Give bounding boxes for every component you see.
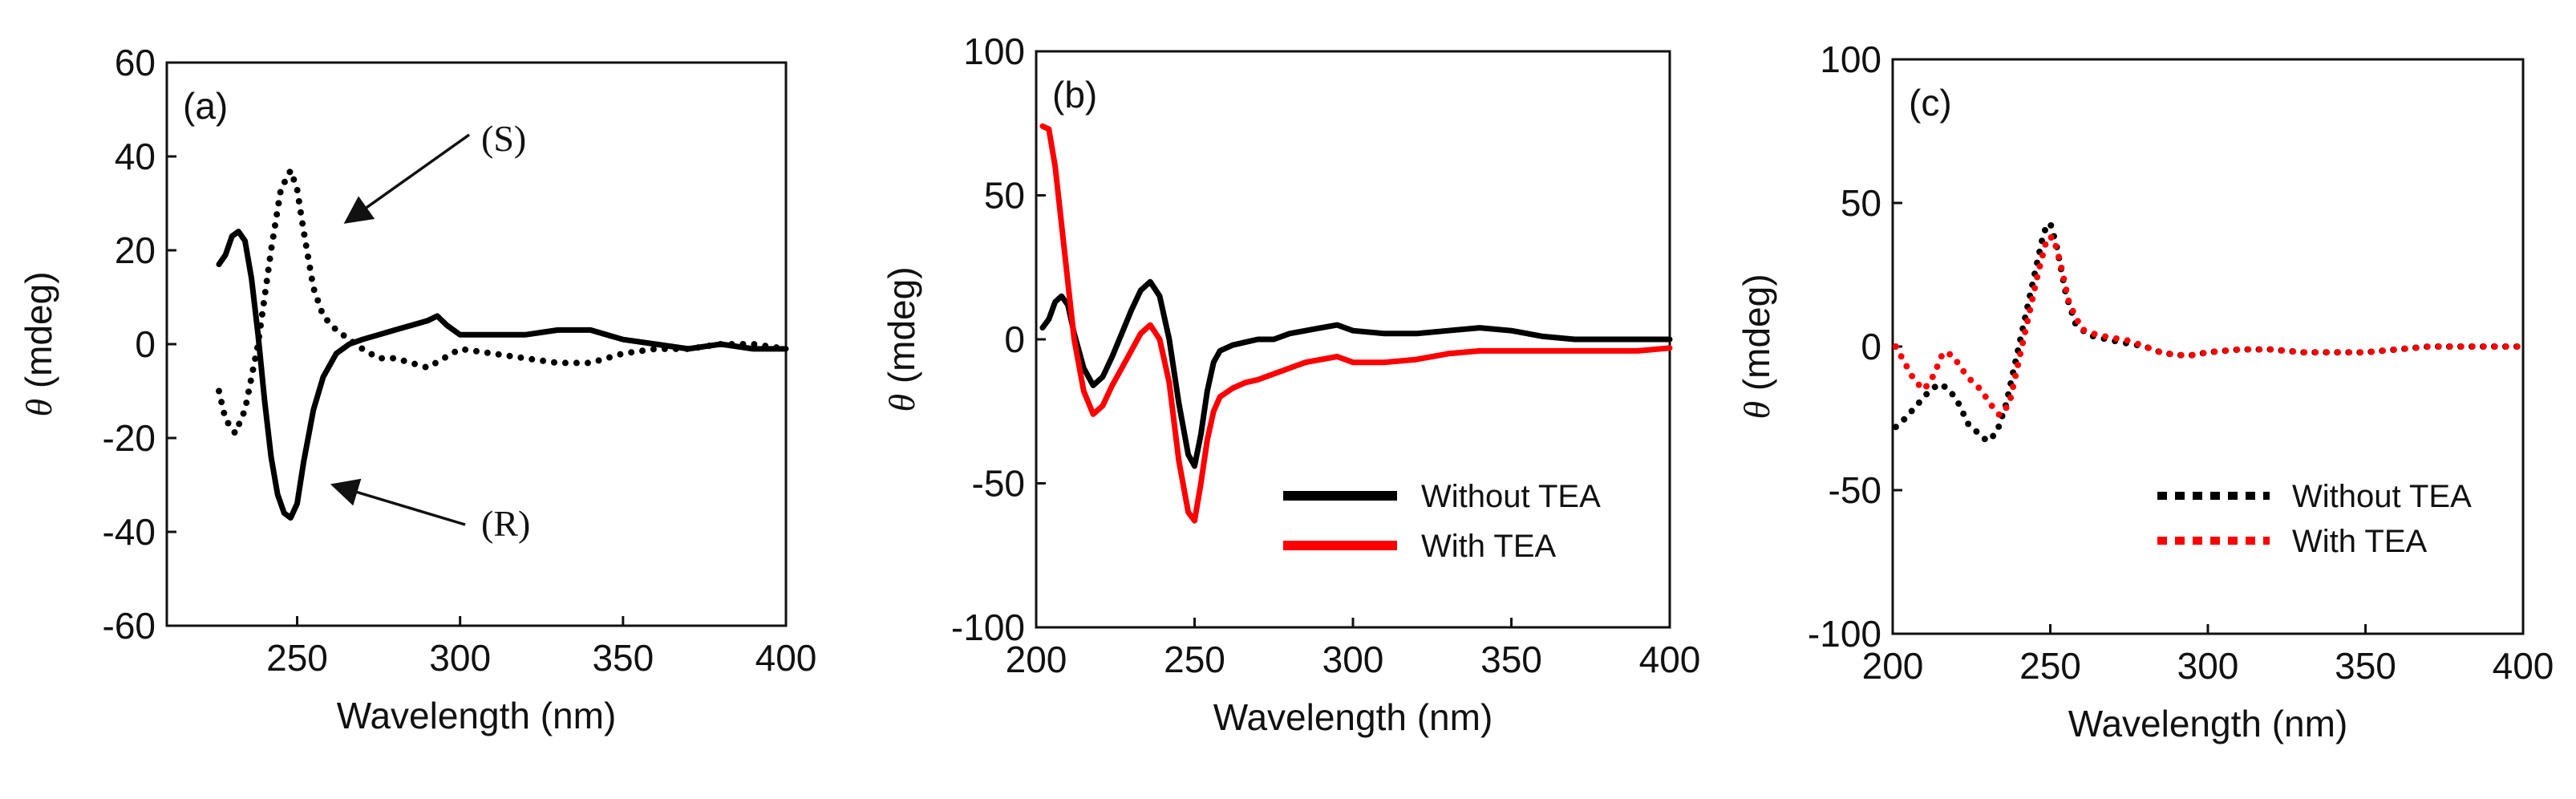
legend-label: Without TEA	[2292, 479, 2472, 514]
y-tick-label: -100	[1808, 613, 1881, 655]
legend-label: Without TEA	[1421, 479, 1601, 514]
annotation-label: (S)	[481, 118, 526, 159]
series-line-without-tea	[1039, 278, 1673, 469]
series-line-s	[216, 167, 789, 437]
y-tick-label: 50	[1841, 182, 1881, 224]
series-line-r	[216, 229, 789, 521]
y-tick-label: -20	[103, 417, 156, 459]
y-axis-label-unit: (mdeg)	[1736, 274, 1777, 400]
y-tick-label: -100	[951, 606, 1025, 648]
x-tick-label: 250	[1164, 639, 1225, 680]
y-axis-label-symbol: θ	[881, 394, 922, 412]
legend-label: With TEA	[1421, 529, 1557, 564]
y-tick-label: 60	[115, 42, 156, 83]
y-tick-label: 20	[115, 229, 156, 271]
y-tick-label: 0	[135, 323, 156, 365]
panel-label-a: (a)	[183, 85, 228, 127]
x-axis-label: Wavelength (nm)	[1213, 696, 1493, 738]
y-axis-label: θ (mdeg)	[881, 266, 922, 412]
x-tick-label: 300	[429, 637, 491, 679]
x-tick-label: 250	[266, 637, 328, 679]
chart-panel-b: -100 -50 0 50 100 200 250 300 350 400 Wavelength (…	[881, 30, 1700, 738]
y-tick-label: 0	[1861, 326, 1881, 367]
legend-label: With TEA	[2292, 524, 2428, 559]
series-line-without-tea	[1892, 220, 2526, 445]
y-tick-label: -40	[103, 511, 156, 553]
panel-label-b: (b)	[1052, 74, 1097, 116]
x-axis-label: Wavelength (nm)	[337, 695, 617, 736]
x-tick-label: 400	[755, 637, 817, 679]
y-tick-label: 100	[1820, 39, 1881, 80]
x-tick-label: 300	[1322, 639, 1384, 680]
y-axis-label-symbol: θ	[1736, 401, 1777, 420]
y-tick-label: 100	[963, 30, 1025, 72]
y-tick-label: -50	[972, 463, 1025, 505]
series-line-with-tea	[1892, 234, 2526, 419]
y-tick-label: -60	[103, 605, 156, 647]
x-axis-label: Wavelength (nm)	[2068, 703, 2348, 744]
chart-panel-c: -100 -50 0 50 100 200 250 300 350 400 Wavelength (…	[1736, 39, 2554, 744]
chart-panel-a: -60 -40 -20 0 20 40 60 250 300 350 400 Wavelength (…	[18, 42, 816, 736]
x-tick-label: 250	[2019, 645, 2081, 687]
annotation-arrow	[330, 478, 466, 526]
x-tick-label: 300	[2177, 645, 2239, 687]
y-axis-label-symbol: θ	[18, 399, 59, 417]
x-tick-label: 350	[1480, 639, 1542, 680]
y-tick-label: 40	[115, 136, 156, 177]
x-tick-label: 400	[1639, 639, 1701, 680]
series-line-with-tea	[1039, 123, 1673, 524]
y-axis-label: θ (mdeg)	[18, 271, 59, 416]
y-tick-label: 0	[1004, 318, 1025, 360]
x-tick-label: 350	[2335, 645, 2396, 687]
panel-label-c: (c)	[1909, 82, 1952, 124]
annotation-label: (R)	[481, 503, 530, 544]
x-tick-label: 200	[1006, 639, 1067, 680]
y-axis-label-unit: (mdeg)	[881, 266, 922, 393]
x-tick-label: 200	[1862, 645, 1924, 687]
annotation-arrow	[343, 133, 471, 224]
x-tick-label: 400	[2493, 645, 2554, 687]
y-axis-label-unit: (mdeg)	[18, 271, 59, 398]
y-tick-label: 50	[984, 175, 1025, 217]
x-tick-label: 350	[592, 637, 654, 679]
y-tick-label: -50	[1829, 469, 1881, 511]
y-axis-label: θ (mdeg)	[1736, 274, 1777, 419]
